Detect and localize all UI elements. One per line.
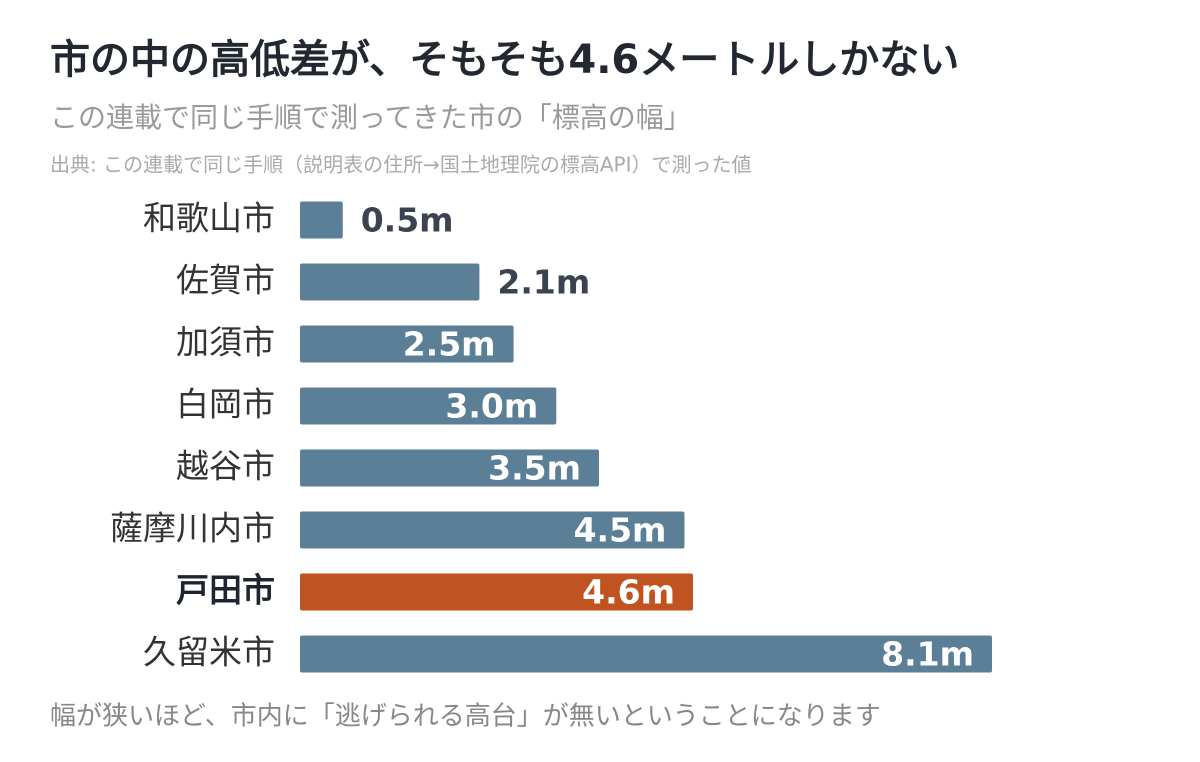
- value-label: 4.5m: [574, 511, 667, 550]
- bar: [300, 573, 693, 611]
- value-label: 2.5m: [403, 325, 496, 364]
- y-tick-label: 加須市: [176, 323, 275, 362]
- chart-note: 幅が狭いほど、市内に「逃げられる高台」が無いということになります: [50, 702, 881, 732]
- value-label: 8.1m: [881, 635, 974, 674]
- bar: [300, 325, 514, 363]
- value-label: 2.1m: [497, 263, 590, 302]
- bar: [300, 449, 600, 487]
- bar: [300, 201, 343, 239]
- value-label: 0.5m: [361, 201, 454, 240]
- value-label: 3.0m: [445, 387, 538, 426]
- bar: [300, 511, 685, 549]
- chart-title: 市の中の高低差が、そもそも4.6メートルしかない: [50, 37, 959, 83]
- y-tick-label: 白岡市: [176, 385, 275, 424]
- y-tick-label: 佐賀市: [176, 261, 275, 300]
- value-label: 3.5m: [488, 449, 581, 488]
- y-tick-label: 久留米市: [143, 633, 275, 672]
- y-tick-label: 越谷市: [176, 447, 275, 486]
- bar: [300, 635, 992, 673]
- bar: [300, 387, 557, 425]
- value-label: 4.6m: [582, 573, 675, 612]
- chart-subtitle: この連載で同じ手順で測ってきた市の「標高の幅」: [50, 101, 692, 134]
- chart-source: 出典: この連載で同じ手順（説明表の住所→国土地理院の標高API）で測った値: [50, 153, 752, 177]
- y-tick-label: 戸田市: [176, 571, 275, 610]
- bar: [300, 263, 480, 301]
- y-tick-label: 薩摩川内市: [110, 509, 275, 548]
- y-tick-label: 和歌山市: [143, 199, 275, 238]
